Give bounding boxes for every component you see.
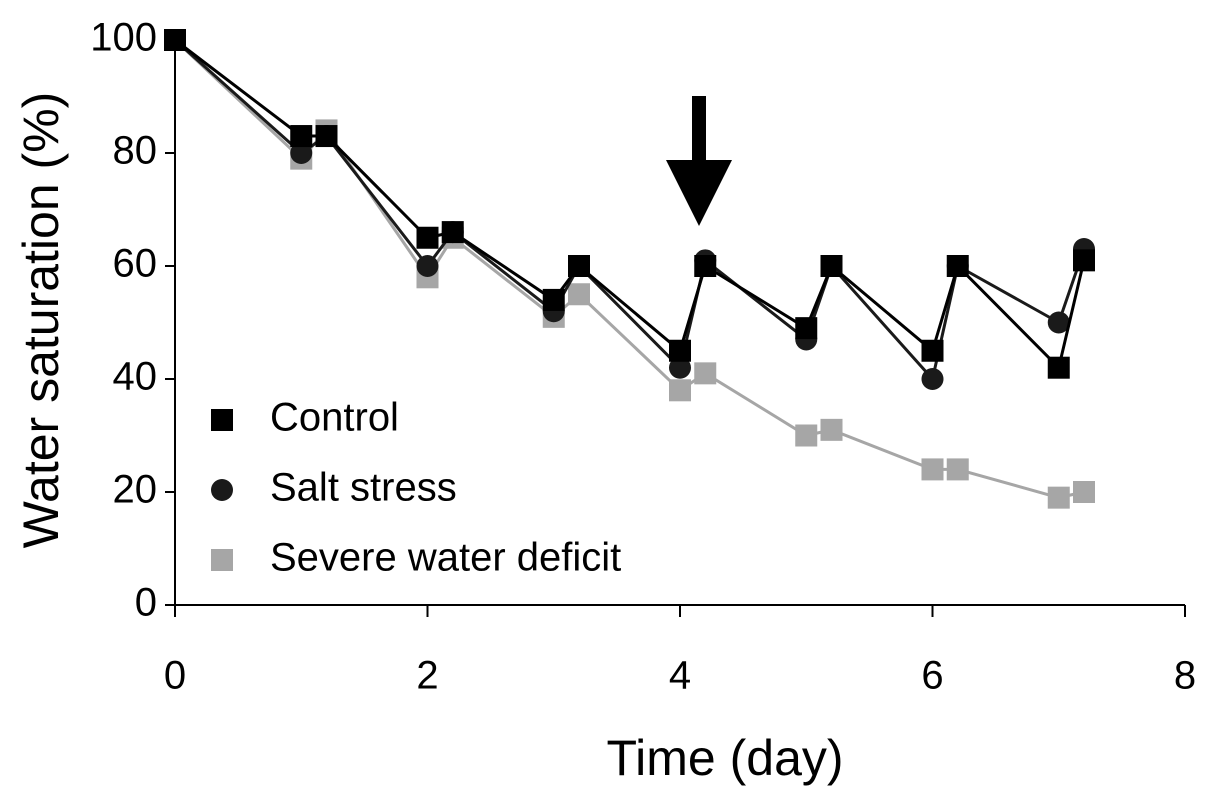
- data-point: [694, 362, 717, 385]
- data-point: [290, 142, 313, 164]
- data-point: [921, 458, 944, 481]
- data-point: [1047, 311, 1070, 334]
- legend-label: Control: [270, 396, 399, 440]
- y-axis-title: Water saturation (%): [13, 92, 69, 549]
- data-point: [1073, 481, 1095, 503]
- legend-label: Severe water deficit: [270, 536, 621, 580]
- x-tick-label: 0: [164, 654, 186, 698]
- data-point: [795, 317, 818, 340]
- y-tick-label: 0: [135, 581, 157, 625]
- data-point: [441, 221, 464, 244]
- data-point: [946, 255, 969, 277]
- data-point: [946, 458, 969, 481]
- data-point: [1047, 356, 1070, 379]
- data-point: [416, 255, 439, 277]
- x-axis-title: Time (day): [606, 730, 843, 786]
- series-line: [173, 38, 1086, 383]
- data-point: [542, 288, 565, 311]
- y-tick-label: 80: [113, 129, 158, 173]
- data-point: [820, 418, 843, 441]
- legend-label: Salt stress: [270, 466, 457, 510]
- x-tick-label: 8: [1174, 654, 1196, 698]
- data-point: [669, 356, 691, 379]
- x-tick-label: 6: [921, 654, 943, 698]
- y-tick-label: 40: [113, 355, 158, 399]
- data-point: [568, 255, 590, 277]
- data-point: [568, 283, 590, 306]
- data-point: [290, 125, 313, 148]
- legend-marker: [211, 479, 233, 501]
- data-point: [921, 368, 944, 390]
- data-point: [669, 379, 691, 402]
- arrow-annotation: [666, 96, 732, 226]
- legend-marker: [211, 549, 233, 571]
- y-tick-label: 100: [90, 16, 157, 60]
- data-point: [315, 125, 338, 148]
- data-point: [820, 255, 843, 277]
- data-point: [694, 255, 717, 277]
- data-point: [669, 339, 691, 362]
- data-point: [921, 339, 944, 362]
- legend-marker: [211, 409, 233, 431]
- data-point: [795, 424, 818, 447]
- x-tick-label: 2: [416, 654, 438, 698]
- data-point: [1047, 486, 1070, 509]
- y-tick-label: 60: [113, 242, 158, 286]
- x-tick-label: 4: [669, 654, 691, 698]
- data-point: [164, 29, 186, 51]
- y-tick-label: 20: [113, 468, 158, 512]
- data-point: [416, 226, 439, 249]
- data-point: [1073, 249, 1095, 272]
